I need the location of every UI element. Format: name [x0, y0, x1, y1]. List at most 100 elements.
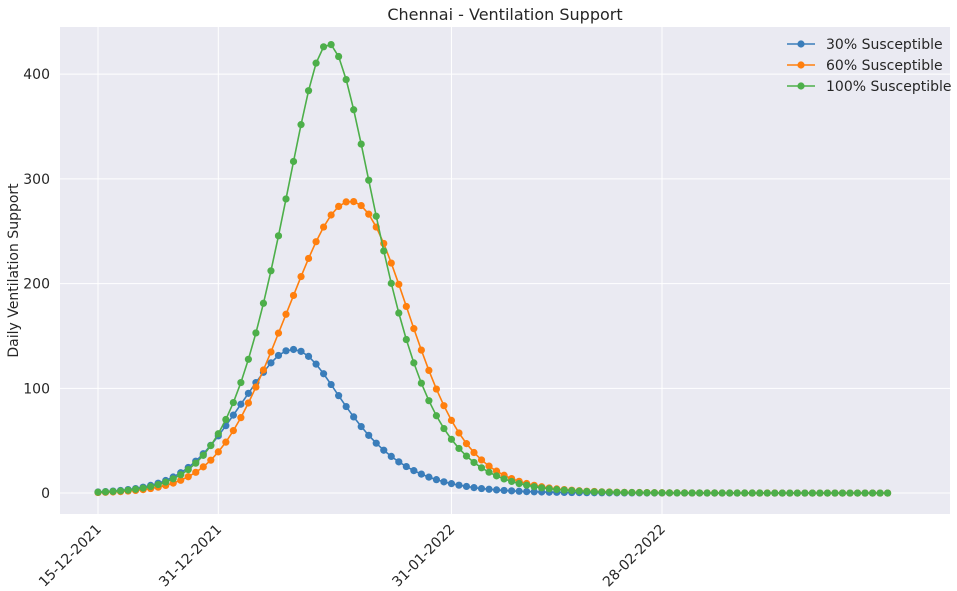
data-point [523, 487, 531, 496]
data-point [417, 379, 425, 387]
data-point [335, 202, 343, 210]
data-point [462, 440, 471, 448]
x-tick-label: 31-12-2021 [156, 522, 225, 591]
x-tick-label: 15-12-2021 [36, 522, 105, 591]
data-point [395, 280, 403, 288]
data-point [440, 478, 448, 486]
data-point [357, 140, 365, 148]
y-axis-label: Daily Ventilation Support [6, 183, 22, 358]
data-point [425, 397, 433, 405]
data-point [545, 485, 553, 493]
data-point [350, 413, 358, 421]
data-point [538, 484, 546, 492]
data-point [244, 399, 252, 407]
legend-swatch-marker [797, 40, 805, 48]
data-point [304, 254, 313, 263]
data-point [101, 488, 110, 496]
data-point [387, 259, 395, 267]
data-point [199, 451, 207, 459]
data-point [207, 456, 215, 464]
data-point [455, 444, 463, 453]
data-point [432, 476, 440, 484]
data-point [492, 486, 501, 494]
data-point [320, 43, 328, 51]
data-point [553, 485, 561, 494]
data-point [823, 489, 832, 497]
data-point [184, 473, 192, 481]
data-point [590, 488, 598, 496]
data-point [793, 489, 801, 497]
legend-item: 100% Susceptible [787, 79, 952, 95]
data-point [207, 442, 215, 450]
data-point [297, 347, 305, 355]
data-point [726, 489, 734, 497]
data-point [568, 487, 576, 495]
legend-label: 60% Susceptible [826, 58, 943, 74]
data-point [410, 325, 418, 333]
data-point [703, 489, 711, 497]
grid-lines [60, 27, 950, 514]
data-point [94, 488, 102, 496]
data-point [214, 448, 222, 456]
data-point [184, 465, 192, 474]
data-point [447, 435, 456, 443]
data-point [801, 489, 809, 497]
data-point [808, 489, 817, 497]
data-point [425, 473, 433, 481]
series-layer [94, 40, 892, 497]
data-point [320, 370, 328, 378]
data-point [884, 489, 892, 497]
data-point [402, 335, 410, 344]
data-point [575, 487, 583, 495]
data-point [470, 448, 478, 457]
data-point [447, 480, 456, 488]
data-point [470, 484, 478, 492]
data-point [560, 486, 568, 494]
data-point [417, 470, 425, 478]
data-point [222, 438, 230, 446]
legend-label: 100% Susceptible [826, 79, 952, 95]
data-point [387, 452, 395, 460]
data-point [252, 329, 260, 337]
data-point [259, 299, 268, 307]
data-point [252, 383, 260, 391]
data-point [320, 223, 328, 231]
data-point [650, 489, 659, 497]
data-point [350, 106, 358, 114]
legend: 30% Susceptible 60% Susceptible 100% Susce… [787, 37, 952, 95]
data-point [169, 475, 177, 483]
data-point [635, 489, 644, 497]
data-point [402, 462, 410, 471]
data-point [470, 458, 478, 467]
data-point [530, 488, 538, 496]
data-point [410, 467, 418, 475]
data-point [267, 267, 275, 275]
data-point [583, 487, 591, 496]
data-point [365, 210, 373, 218]
y-tick-label: 400 [23, 67, 50, 83]
data-point [748, 489, 756, 497]
data-point [365, 176, 373, 184]
data-point [109, 487, 117, 496]
data-point [297, 272, 305, 281]
data-point [342, 75, 350, 84]
x-tick-label: 31-01-2022 [389, 522, 458, 591]
data-point [395, 309, 403, 317]
data-point [643, 489, 651, 497]
data-point [327, 380, 335, 389]
data-point [214, 430, 222, 438]
y-tick-label: 100 [23, 381, 50, 397]
data-point [162, 478, 170, 486]
data-point [838, 489, 847, 497]
data-point [274, 329, 283, 337]
data-point [282, 195, 290, 203]
series-group [94, 40, 892, 497]
data-point [620, 488, 629, 497]
data-point [199, 463, 207, 471]
data-point [274, 351, 283, 360]
data-point [462, 482, 471, 491]
data-point [177, 476, 185, 484]
data-point [335, 52, 343, 61]
data-point [350, 197, 358, 206]
data-point [282, 347, 290, 355]
